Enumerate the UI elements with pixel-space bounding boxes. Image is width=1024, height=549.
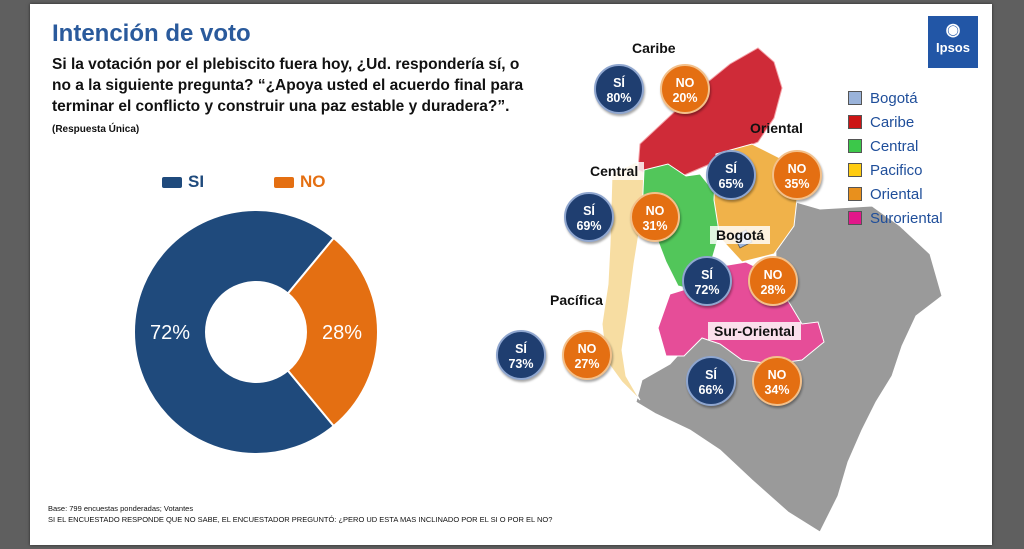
no-label: NO — [787, 162, 807, 176]
bubble-no-oriental: NO 35% — [772, 150, 822, 200]
donut-slice-no — [286, 236, 379, 428]
region-label-suroriental: Sur-Oriental — [708, 322, 801, 340]
map-legend-label: Bogotá — [870, 90, 918, 107]
no-value: 27% — [574, 357, 600, 371]
bubble-no-pacifica: NO 27% — [562, 330, 612, 380]
no-value: 31% — [642, 219, 668, 233]
ipsos-logo-text: Ipsos — [936, 40, 970, 55]
legend-si: SI — [162, 172, 204, 192]
map-legend-item: Caribe — [848, 112, 943, 136]
donut-label-no: 28% — [322, 322, 362, 344]
legend-si-label: SI — [188, 172, 205, 191]
map-legend-swatch — [848, 139, 862, 154]
bubble-no-bogota: NO 28% — [748, 256, 798, 306]
map-legend-item: Pacifico — [848, 160, 943, 184]
region-label-caribe: Caribe — [632, 40, 676, 56]
bubble-si-central: SÍ 69% — [564, 192, 614, 242]
no-label: NO — [577, 342, 597, 356]
bubble-si-caribe: SÍ 80% — [594, 64, 644, 114]
donut-chart: 72% 28% — [133, 209, 379, 455]
map-legend-swatch — [848, 91, 862, 106]
si-value: 69% — [576, 219, 602, 233]
donut-label-si: 72% — [150, 322, 190, 344]
footer: Base: 799 encuestas ponderadas; Votantes… — [48, 503, 552, 525]
no-value: 20% — [672, 91, 698, 105]
map-legend-swatch — [848, 115, 862, 130]
legend-no-label: NO — [300, 172, 326, 191]
map-legend: Bogotá Caribe Central Pacifico Oriental … — [848, 88, 943, 232]
si-value: 66% — [698, 383, 724, 397]
si-label: SÍ — [701, 268, 713, 282]
region-label-bogota: Bogotá — [710, 226, 771, 244]
si-label: SÍ — [515, 342, 527, 356]
no-value: 28% — [760, 283, 786, 297]
map-legend-label: Central — [870, 138, 919, 155]
si-value: 80% — [606, 91, 632, 105]
ipsos-logo: ◉ Ipsos — [928, 16, 978, 68]
legend-no: NO — [274, 172, 326, 192]
bubble-no-central: NO 31% — [630, 192, 680, 242]
no-label: NO — [767, 368, 787, 382]
no-value: 35% — [784, 177, 810, 191]
si-value: 65% — [718, 177, 744, 191]
page-title: Intención de voto — [52, 20, 251, 47]
si-label: SÍ — [583, 204, 595, 218]
legend-si-swatch — [162, 177, 182, 189]
bubble-no-suroriental: NO 34% — [752, 356, 802, 406]
no-value: 34% — [764, 383, 790, 397]
bubble-si-suroriental: SÍ 66% — [686, 356, 736, 406]
donut-slice-si — [133, 209, 336, 455]
map-legend-item: Suroriental — [848, 208, 943, 232]
footer-base: Base: 799 encuestas ponderadas; Votantes — [48, 504, 194, 513]
no-label: NO — [763, 268, 783, 282]
map-legend-swatch — [848, 211, 862, 226]
si-label: SÍ — [705, 368, 717, 382]
si-value: 73% — [508, 357, 534, 371]
legend-no-swatch — [274, 177, 294, 189]
slide: Intención de voto Si la votación por el … — [30, 4, 992, 545]
footer-note: SI EL ENCUESTADO RESPONDE QUE NO SABE, E… — [48, 515, 553, 524]
si-label: SÍ — [613, 76, 625, 90]
region-label-pacifica: Pacífica — [550, 292, 603, 308]
bubble-si-bogota: SÍ 72% — [682, 256, 732, 306]
si-label: SÍ — [725, 162, 737, 176]
ipsos-logo-icon: ◉ — [945, 20, 961, 39]
bubble-no-caribe: NO 20% — [660, 64, 710, 114]
map-legend-label: Oriental — [870, 186, 923, 203]
map-legend-swatch — [848, 187, 862, 202]
no-label: NO — [645, 204, 665, 218]
map-legend-label: Caribe — [870, 114, 915, 131]
question-text: Si la votación por el plebiscito fuera h… — [52, 56, 524, 115]
survey-question: Si la votación por el plebiscito fuera h… — [52, 54, 532, 140]
bubble-si-oriental: SÍ 65% — [706, 150, 756, 200]
si-value: 72% — [694, 283, 720, 297]
question-note: (Respuesta Única) — [52, 124, 140, 135]
map-legend-item: Bogotá — [848, 88, 943, 112]
colombia-map — [601, 47, 943, 533]
map-legend-label: Suroriental — [870, 210, 943, 227]
map-legend-label: Pacifico — [870, 162, 923, 179]
no-label: NO — [675, 76, 695, 90]
region-label-oriental: Oriental — [750, 120, 803, 136]
map-legend-swatch — [848, 163, 862, 178]
region-label-central: Central — [584, 162, 645, 180]
map-legend-item: Central — [848, 136, 943, 160]
bubble-si-pacifica: SÍ 73% — [496, 330, 546, 380]
map-legend-item: Oriental — [848, 184, 943, 208]
